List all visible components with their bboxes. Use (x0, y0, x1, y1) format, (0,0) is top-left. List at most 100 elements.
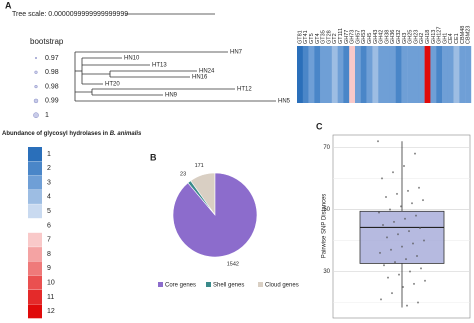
column-label: GH53 (361, 30, 367, 44)
column-label: CE4 (448, 33, 454, 44)
leaf-label: HT20 (105, 82, 120, 88)
legend-swatch (28, 161, 42, 176)
point (386, 236, 388, 239)
column-label: GT2 (332, 33, 338, 44)
heat-cell (355, 46, 361, 103)
leaf-label: HT12 (237, 87, 252, 93)
column-label: GH36 (390, 30, 396, 44)
heat-cell (395, 46, 402, 103)
panel-label: C (316, 121, 323, 131)
tree-scale: Tree scale: 0.0000099999999999999 (12, 11, 128, 18)
legend-swatch (28, 218, 42, 233)
panel-label: A (5, 0, 12, 10)
legend-label: 6 (47, 222, 51, 229)
point (411, 202, 413, 205)
point (417, 301, 419, 304)
point (400, 205, 402, 208)
column-label: CBM23 (466, 26, 472, 44)
y-tick-label: 30 (323, 269, 330, 275)
column-label: GH1 (442, 33, 448, 44)
legend-title: Abundance of glycosyl hydrolases in B. a… (2, 131, 142, 137)
leaf-label: HN16 (192, 75, 208, 81)
column-label: GH57 (355, 30, 361, 44)
heat-cell (320, 46, 327, 103)
point (419, 227, 421, 230)
column-label: GH13 (431, 30, 437, 44)
legend-swatch (28, 204, 42, 219)
legend-swatch (28, 232, 42, 247)
heat-cell (384, 46, 390, 103)
bootstrap-label: 0.97 (45, 55, 59, 62)
heat-cell (314, 46, 321, 103)
leaf-label: HN9 (165, 93, 178, 99)
heat-cell (453, 46, 460, 103)
heat-cell (413, 46, 419, 103)
bootstrap-label: 1 (45, 112, 49, 119)
bootstrap-circle (33, 98, 39, 104)
heat-cell (465, 46, 472, 103)
bootstrap-title: bootstrap (30, 37, 64, 46)
leaf-label: HN5 (278, 99, 291, 105)
bootstrap-circle (34, 84, 38, 89)
y-tick-label: 70 (323, 145, 330, 151)
y-axis-label: Pairwise SNP Distances (322, 194, 328, 259)
legend-swatch (28, 275, 42, 290)
point (418, 186, 420, 189)
legend-swatch (28, 175, 42, 190)
heat-cell (302, 46, 309, 103)
heat-cell (297, 46, 303, 103)
legend-title-part: Abundance of glycosyl hydrolases in (2, 131, 110, 137)
heat-cell (401, 46, 408, 103)
legend-swatch (158, 282, 163, 287)
point (414, 152, 416, 155)
column-label: GH2 (419, 33, 425, 44)
point (383, 264, 385, 267)
column-label: GH43 (373, 30, 379, 44)
column-label: GH32 (396, 30, 402, 44)
point (415, 214, 417, 217)
heat-cell (424, 46, 431, 103)
column-label: GT28 (326, 30, 332, 44)
point (404, 217, 406, 220)
legend-label: 4 (47, 194, 51, 201)
pie-label: 1542 (227, 261, 239, 267)
legend-label: 9 (47, 265, 51, 272)
column-label: GT35 (321, 30, 327, 44)
heat-cell (418, 46, 425, 103)
point (390, 248, 392, 251)
column-label: GT5 (309, 33, 315, 44)
leaf-label: HN7 (230, 50, 243, 56)
column-label: GT81 (297, 30, 303, 44)
legend-swatch (28, 247, 42, 262)
column-label: GH42 (379, 30, 385, 44)
bootstrap-label: 0.98 (45, 69, 59, 76)
column-label: GH3 (402, 33, 408, 44)
point (398, 273, 400, 276)
leaf-label: HT13 (152, 63, 167, 69)
legend-label: 10 (47, 280, 55, 287)
legend-title-part: B. animalis (110, 131, 142, 137)
column-label: GH77 (344, 30, 350, 44)
column-label: GT4 (315, 33, 321, 44)
point (397, 233, 399, 236)
legend-swatch (28, 261, 42, 276)
heat-cell (326, 46, 332, 103)
point (380, 298, 382, 301)
point (407, 189, 409, 192)
point (413, 282, 415, 285)
leaf-label: HN10 (124, 56, 140, 62)
heat-cell (447, 46, 454, 103)
bootstrap-circle (33, 112, 39, 119)
bootstrap-circle (34, 56, 38, 60)
point (391, 292, 393, 295)
heat-cell (378, 46, 385, 103)
point (403, 165, 405, 168)
bootstrap-label: 0.98 (45, 83, 59, 90)
heat-cell (442, 46, 448, 103)
point (378, 211, 380, 214)
bootstrap-label: 0.99 (45, 98, 59, 105)
y-tick-label: 50 (323, 207, 330, 213)
heat-cell (436, 46, 443, 103)
heat-cell (349, 46, 356, 103)
